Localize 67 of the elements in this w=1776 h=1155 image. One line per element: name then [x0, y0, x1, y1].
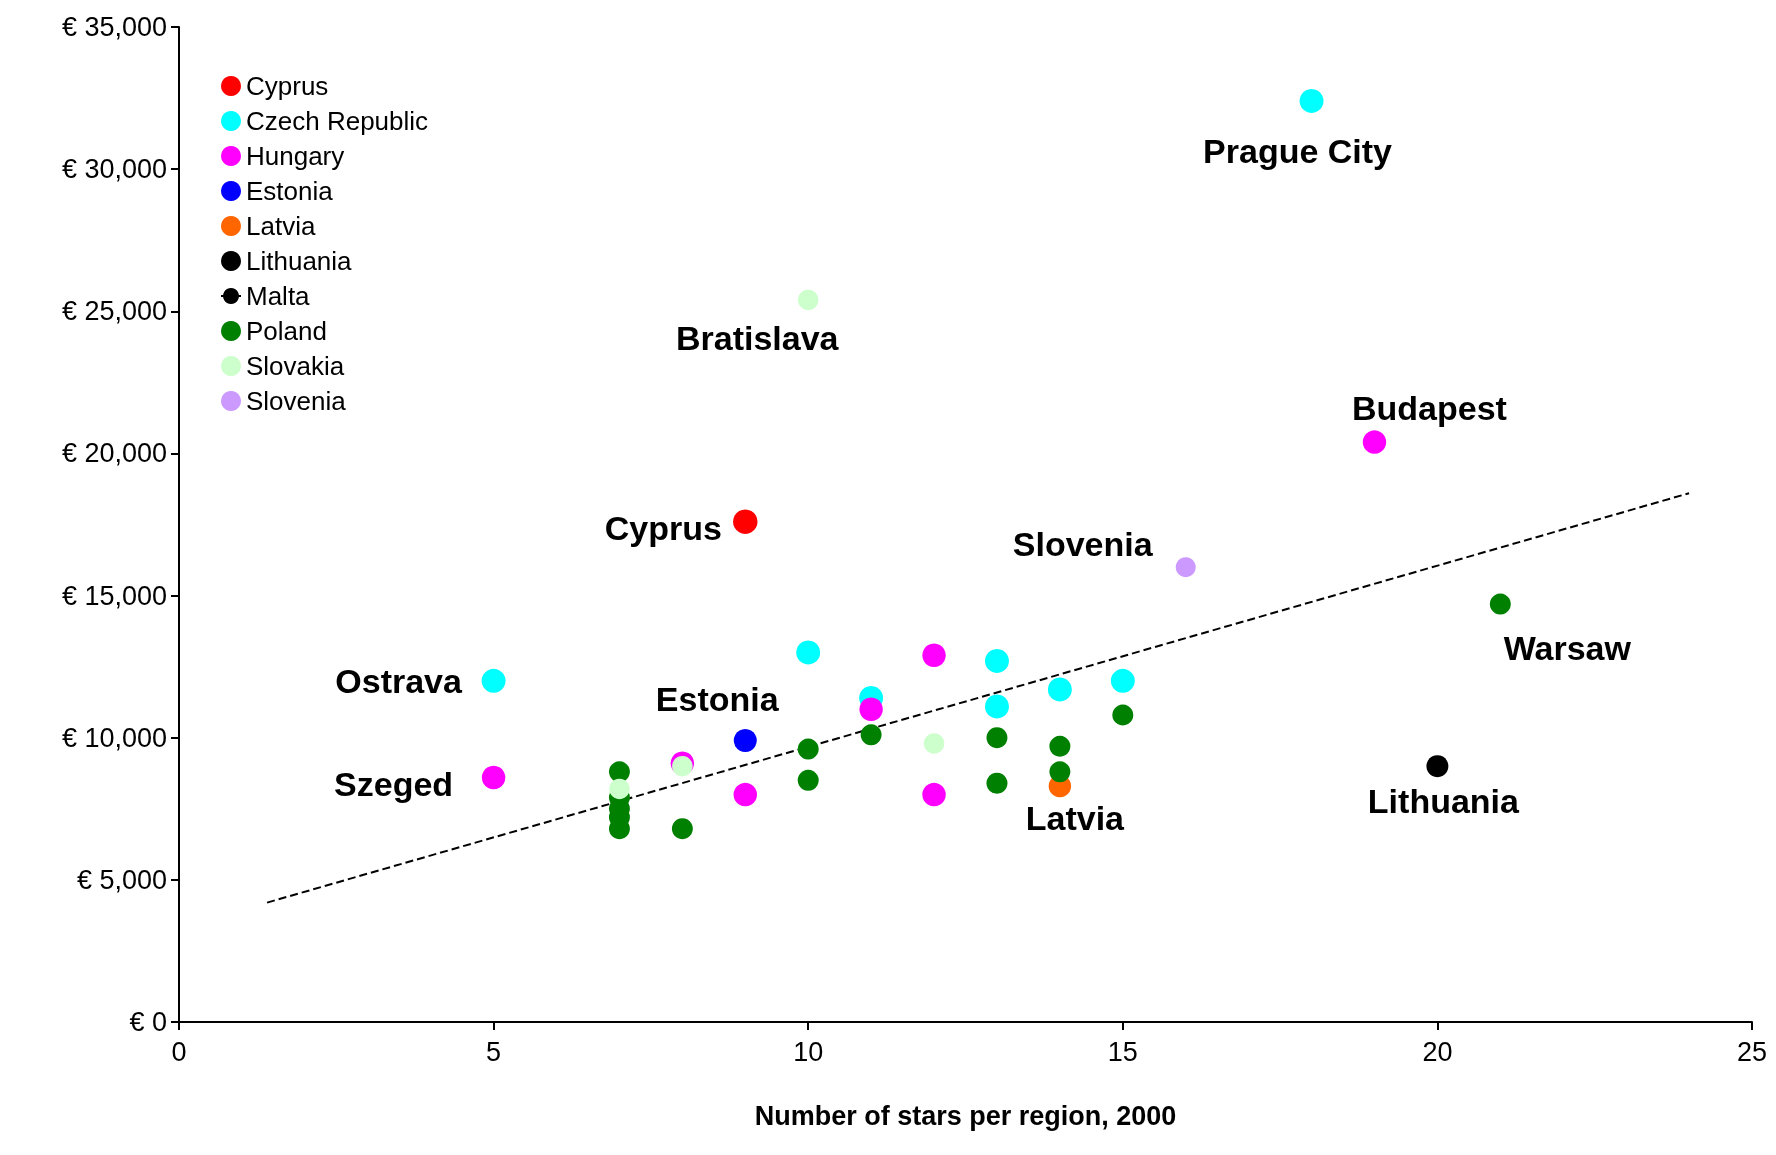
x-tick-label: 15: [1107, 1036, 1138, 1067]
y-tick-label: € 10,000: [61, 722, 167, 753]
point: [922, 782, 946, 807]
point: [860, 724, 882, 746]
x-tick-label: 10: [793, 1036, 824, 1067]
point: [1362, 430, 1387, 454]
point: [609, 778, 630, 800]
point: [733, 509, 758, 534]
annotation: Budapest: [1352, 389, 1507, 428]
legend-label: Estonia: [246, 176, 334, 206]
annotation: Cyprus: [604, 508, 722, 547]
point: [671, 818, 693, 840]
x-tick-label: 20: [1422, 1036, 1453, 1067]
point: [1047, 677, 1072, 702]
legend-label: Slovenia: [246, 386, 347, 416]
point: [608, 761, 630, 783]
legend-label: Czech Republic: [246, 106, 429, 136]
point: [922, 643, 946, 668]
point: [984, 694, 1009, 719]
y-tick-label: € 5,000: [76, 864, 167, 895]
annotation: Slovenia: [1012, 525, 1154, 564]
legend-label: Lithuania: [246, 246, 353, 276]
point: [1426, 755, 1449, 778]
point: [733, 729, 757, 753]
y-tick-label: € 25,000: [61, 296, 167, 327]
legend-label: Malta: [246, 281, 311, 311]
point: [797, 769, 819, 791]
point: [986, 727, 1008, 749]
legend-label: Poland: [246, 316, 327, 346]
legend-label: Slovakia: [246, 351, 345, 381]
point: [797, 738, 819, 760]
y-tick-label: € 0: [129, 1007, 167, 1037]
y-tick-label: € 20,000: [61, 438, 167, 469]
annotation: Bratislava: [675, 318, 840, 357]
annotation: Szeged: [334, 764, 454, 803]
x-tick-label: 5: [486, 1036, 502, 1067]
annotation: Latvia: [1025, 799, 1126, 838]
point: [1110, 668, 1135, 693]
point: [1489, 593, 1511, 615]
y-tick-label: € 30,000: [61, 154, 167, 185]
point: [986, 772, 1008, 794]
point: [1175, 557, 1196, 578]
point: [1049, 735, 1071, 757]
point: [859, 697, 883, 722]
x-tick-label: 0: [171, 1036, 187, 1067]
point: [923, 733, 945, 754]
annotation: Warsaw: [1503, 629, 1632, 668]
y-tick-label: € 15,000: [61, 580, 167, 611]
legend-label: Latvia: [246, 211, 316, 241]
legend-label: Cyprus: [246, 71, 329, 101]
annotation: Ostrava: [335, 661, 464, 700]
x-axis-title: Number of stars per region, 2000: [754, 1100, 1177, 1131]
point: [481, 765, 506, 790]
annotation: Lithuania: [1367, 782, 1521, 821]
annotation: Prague City: [1203, 131, 1393, 170]
point: [797, 289, 819, 311]
y-tick-label: € 35,000: [61, 12, 167, 42]
point: [796, 640, 821, 665]
point: [1049, 761, 1071, 783]
legend-label: Hungary: [246, 141, 345, 171]
annotation: Estonia: [655, 679, 780, 718]
point: [733, 782, 758, 807]
x-tick-label: 25: [1736, 1036, 1768, 1067]
point: [1299, 88, 1324, 113]
point: [984, 648, 1009, 673]
point: [481, 668, 506, 693]
point: [1112, 704, 1134, 726]
